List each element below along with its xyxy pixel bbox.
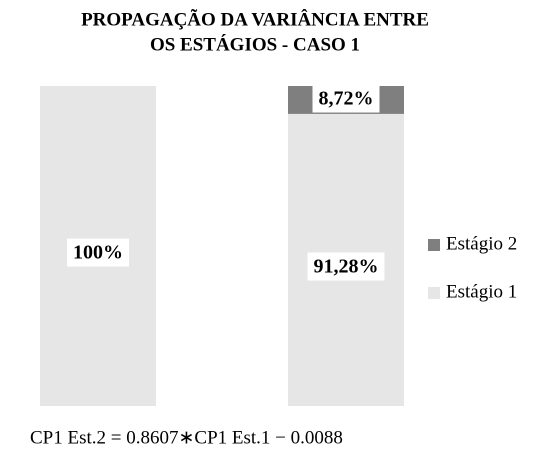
value-label: 91,28%	[314, 256, 379, 278]
chart-title: OS ESTÁGIOS - CASO 1	[150, 33, 360, 55]
legend-label: Estágio 2	[446, 233, 517, 254]
legend-label: Estágio 1	[446, 281, 517, 302]
chart-title: PROPAGAÇÃO DA VARIÂNCIA ENTRE	[81, 8, 429, 30]
label-background	[307, 252, 385, 281]
legend-swatch	[428, 287, 440, 299]
label-background	[67, 238, 129, 267]
legend-swatch	[428, 239, 440, 251]
label-background	[312, 84, 380, 113]
value-label: 100%	[73, 242, 123, 264]
value-label: 8,72%	[319, 88, 374, 110]
equation: CP1 Est.2 = 0.8607∗CP1 Est.1 − 0.0088	[30, 427, 343, 448]
